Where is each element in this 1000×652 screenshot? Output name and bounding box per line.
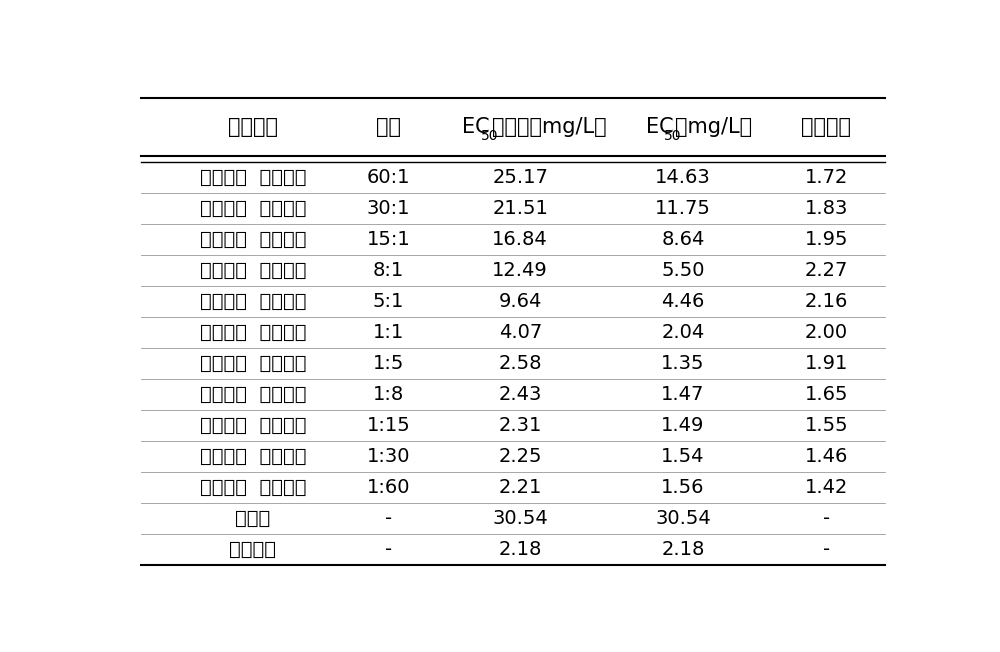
Text: 1:1: 1:1 [373, 323, 404, 342]
Text: 8:1: 8:1 [373, 261, 404, 280]
Text: 丙森锌：  苯噻菌酯: 丙森锌： 苯噻菌酯 [200, 323, 306, 342]
Text: 丙森锌：  苯噻菌酯: 丙森锌： 苯噻菌酯 [200, 292, 306, 311]
Text: 1.49: 1.49 [661, 416, 705, 435]
Text: 30:1: 30:1 [367, 199, 410, 218]
Text: 1.55: 1.55 [805, 416, 848, 435]
Text: 5.50: 5.50 [661, 261, 705, 280]
Text: 丙森锌：  苯噻菌酯: 丙森锌： 苯噻菌酯 [200, 261, 306, 280]
Text: 1.56: 1.56 [661, 478, 705, 497]
Text: 丙森锌：  苯噻菌酯: 丙森锌： 苯噻菌酯 [200, 385, 306, 404]
Text: 增效比值: 增效比值 [801, 117, 851, 137]
Text: -: - [823, 509, 830, 528]
Text: 5:1: 5:1 [373, 292, 404, 311]
Text: 1.95: 1.95 [805, 230, 848, 249]
Text: 1.35: 1.35 [661, 354, 705, 373]
Text: 供试药剂: 供试药剂 [228, 117, 278, 137]
Text: 1.42: 1.42 [805, 478, 848, 497]
Text: 2.27: 2.27 [805, 261, 848, 280]
Text: 丙森锌：  苯噻菌酯: 丙森锌： 苯噻菌酯 [200, 416, 306, 435]
Text: 11.75: 11.75 [655, 199, 711, 218]
Text: 2.21: 2.21 [499, 478, 542, 497]
Text: -: - [385, 541, 392, 559]
Text: 2.16: 2.16 [805, 292, 848, 311]
Text: 配比: 配比 [376, 117, 401, 137]
Text: 1.54: 1.54 [661, 447, 705, 466]
Text: 12.49: 12.49 [492, 261, 548, 280]
Text: 2.43: 2.43 [499, 385, 542, 404]
Text: 丙森锌：  苯噻菌酯: 丙森锌： 苯噻菌酯 [200, 478, 306, 497]
Text: 9.64: 9.64 [499, 292, 542, 311]
Text: EC: EC [646, 117, 673, 137]
Text: 丙森锌：  苯噻菌酯: 丙森锌： 苯噻菌酯 [200, 230, 306, 249]
Text: 丙森锌：  苯噻菌酯: 丙森锌： 苯噻菌酯 [200, 447, 306, 466]
Text: 4.46: 4.46 [661, 292, 705, 311]
Text: 21.51: 21.51 [492, 199, 548, 218]
Text: 1:5: 1:5 [373, 354, 404, 373]
Text: 30.54: 30.54 [492, 509, 548, 528]
Text: 1:60: 1:60 [367, 478, 410, 497]
Text: 8.64: 8.64 [661, 230, 705, 249]
Text: -: - [823, 541, 830, 559]
Text: 60:1: 60:1 [367, 168, 410, 187]
Text: 2.18: 2.18 [499, 541, 542, 559]
Text: 苯噻菌酯: 苯噻菌酯 [229, 541, 276, 559]
Text: 1.46: 1.46 [805, 447, 848, 466]
Text: 1:15: 1:15 [367, 416, 410, 435]
Text: 50: 50 [481, 129, 498, 143]
Text: EC: EC [462, 117, 490, 137]
Text: 1:30: 1:30 [367, 447, 410, 466]
Text: 丙森锌：  苯噻菌酯: 丙森锌： 苯噻菌酯 [200, 168, 306, 187]
Text: 2.04: 2.04 [661, 323, 705, 342]
Text: 25.17: 25.17 [492, 168, 548, 187]
Text: 2.31: 2.31 [499, 416, 542, 435]
Text: 理论值（mg/L）: 理论值（mg/L） [492, 117, 606, 137]
Text: 1.72: 1.72 [805, 168, 848, 187]
Text: 丙森锌：  苯噻菌酯: 丙森锌： 苯噻菌酯 [200, 199, 306, 218]
Text: 2.18: 2.18 [661, 541, 705, 559]
Text: 2.00: 2.00 [805, 323, 848, 342]
Text: 14.63: 14.63 [655, 168, 711, 187]
Text: 2.58: 2.58 [498, 354, 542, 373]
Text: 16.84: 16.84 [492, 230, 548, 249]
Text: 2.25: 2.25 [498, 447, 542, 466]
Text: 1.65: 1.65 [805, 385, 848, 404]
Text: 1.83: 1.83 [805, 199, 848, 218]
Text: -: - [385, 509, 392, 528]
Text: 1.47: 1.47 [661, 385, 705, 404]
Text: 1:8: 1:8 [373, 385, 404, 404]
Text: 4.07: 4.07 [499, 323, 542, 342]
Text: 15:1: 15:1 [367, 230, 410, 249]
Text: 1.91: 1.91 [805, 354, 848, 373]
Text: （mg/L）: （mg/L） [675, 117, 752, 137]
Text: 50: 50 [664, 129, 682, 143]
Text: 30.54: 30.54 [655, 509, 711, 528]
Text: 丙森锌: 丙森锌 [235, 509, 270, 528]
Text: 丙森锌：  苯噻菌酯: 丙森锌： 苯噻菌酯 [200, 354, 306, 373]
